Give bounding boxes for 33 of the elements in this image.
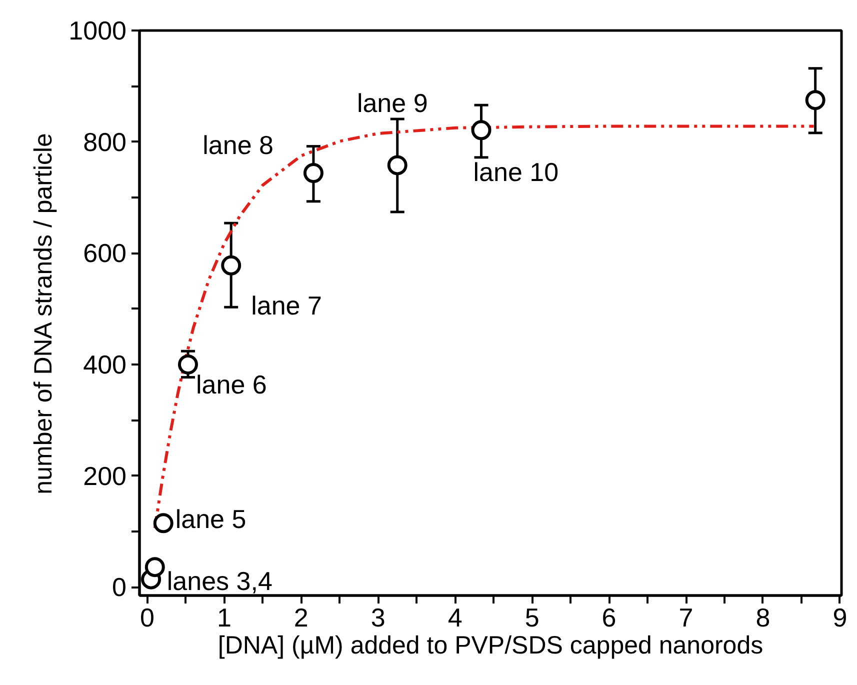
point (303, 163, 324, 183)
y-axis-title: number of DNA strands / particle (30, 133, 58, 494)
point (153, 513, 174, 534)
y-tick-label: 400 (83, 349, 127, 380)
x-tick-label: 3 (370, 602, 386, 632)
x-tick-label: 4 (448, 602, 462, 632)
annotation: lane 7 (251, 290, 322, 320)
x-tick-label: 0 (140, 602, 154, 632)
y-tick-label: 600 (83, 238, 127, 268)
point (144, 557, 165, 578)
annotation: lane 5 (175, 504, 246, 534)
annotation: lane 9 (356, 88, 428, 118)
y-tick-label: 1000 (68, 16, 127, 46)
point (178, 354, 198, 374)
x-tick-label: 1 (216, 602, 232, 632)
x-tick-label: 7 (678, 602, 694, 632)
annotation: lane 8 (202, 130, 274, 160)
x-tick-label: 8 (756, 602, 770, 632)
annotation: lane 6 (196, 369, 267, 400)
y-tick-label: 800 (83, 126, 127, 157)
x-tick-label: 5 (524, 602, 540, 632)
point (221, 255, 242, 276)
x-tick-label: 2 (294, 602, 308, 632)
y-tick-label: 0 (112, 572, 127, 602)
point (387, 155, 408, 176)
y-tick-label: 200 (83, 460, 127, 491)
annotation: lanes 3,4 (166, 566, 272, 596)
x-axis-title: [DNA] (µM) added to PVP/SDS capped nanorods (218, 632, 764, 660)
x-tick-label: 6 (602, 602, 616, 632)
point (471, 120, 492, 140)
x-tick-label: 9 (832, 602, 848, 632)
annotation: lane 10 (473, 157, 559, 188)
point (805, 90, 826, 110)
